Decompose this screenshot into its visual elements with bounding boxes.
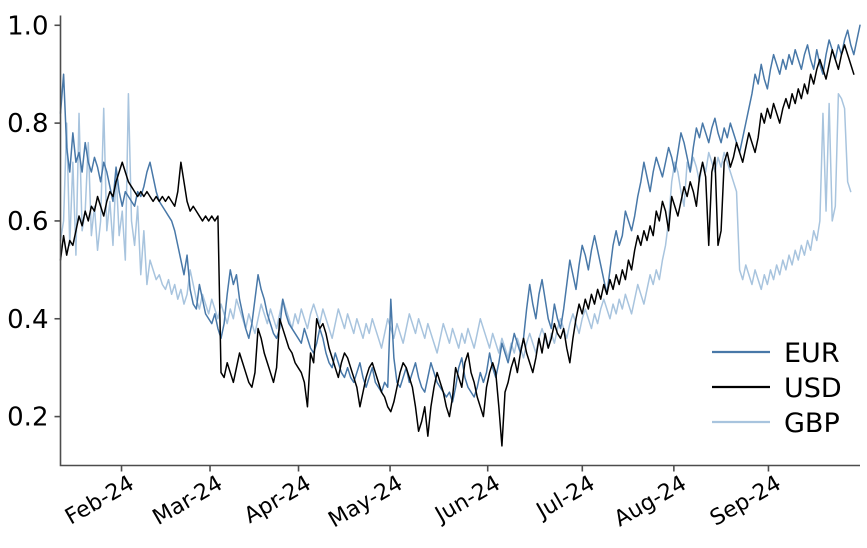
series-layer [59,24,861,447]
series-line-gbp [59,93,852,359]
legend-label-eur: EUR [784,338,840,369]
legend-label-usd: USD [784,373,842,404]
x-tick-label: Aug-24 [610,471,691,532]
y-tick-label: 1.0 [7,11,48,41]
x-tick-label: Mar-24 [149,471,227,531]
x-tick-label: Feb-24 [61,471,138,530]
series-line-usd [59,44,855,447]
y-tick-label: 0.4 [7,305,48,335]
y-tick-label: 0.6 [7,207,48,237]
y-tick-label: 0.2 [7,403,48,433]
x-tick-label: May-24 [324,471,407,533]
x-tick-label: Jun-24 [430,471,505,529]
y-axis-tick-labels: 1.0 0.8 0.6 0.4 0.2 [7,11,48,432]
chart-legend: EUR USD GBP [712,338,842,439]
x-tick-label: Apr-24 [240,471,315,529]
x-axis-tick-labels: Feb-24 Mar-24 Apr-24 May-24 Jun-24 Jul-24 Aug-… [61,471,785,533]
x-tick-label: Sep-24 [706,471,786,531]
legend-label-gbp: GBP [784,408,840,439]
x-tick-label: Jul-24 [531,471,599,525]
series-line-eur [59,24,861,403]
axes-layer [54,15,860,472]
y-tick-label: 0.8 [7,109,48,139]
axis-spines [59,15,860,467]
